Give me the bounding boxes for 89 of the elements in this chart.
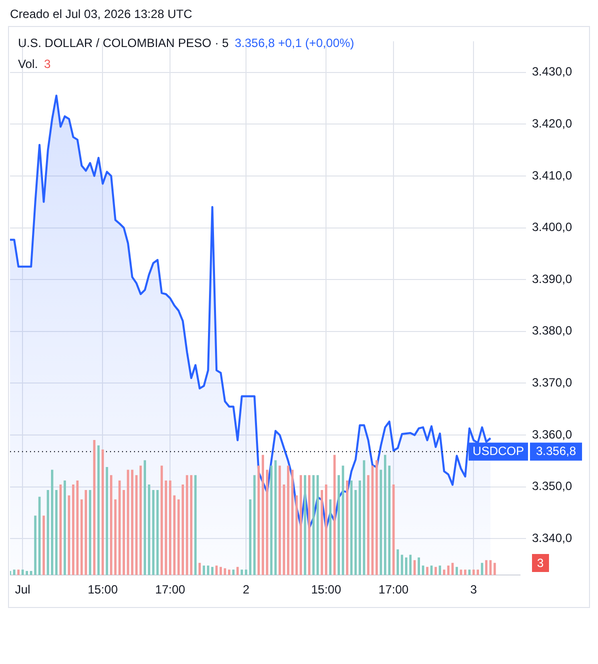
bar — [110, 475, 112, 575]
bar — [202, 566, 206, 575]
y-tick-label: 3.390,0 — [532, 272, 572, 286]
y-tick-label: 3.420,0 — [532, 116, 572, 130]
y-tick-label: 3.360,0 — [532, 427, 572, 442]
bar — [228, 570, 230, 575]
text: 3 — [532, 554, 549, 572]
bar — [494, 562, 496, 575]
bar — [42, 516, 45, 575]
bar — [26, 570, 28, 575]
bar — [485, 560, 488, 575]
chart-subtitle: 3.356,8 +0,1 (+0,00%) — [234, 36, 354, 50]
bar — [140, 466, 142, 575]
text: 3 — [44, 57, 51, 71]
bar — [262, 454, 264, 575]
bar — [249, 499, 252, 575]
bar — [148, 484, 150, 575]
series-label: USDCOP — [472, 444, 524, 458]
bar — [350, 480, 353, 575]
x-tick-label: 17:00 — [155, 582, 186, 597]
bar — [472, 570, 475, 575]
bar — [442, 570, 446, 575]
bar — [122, 490, 125, 575]
bar — [308, 475, 310, 575]
bar — [190, 475, 192, 575]
ref-line-label: 3.356,8 — [536, 444, 576, 458]
bar — [426, 566, 428, 575]
bar — [236, 566, 239, 575]
x-tick-label: Jul — [14, 582, 30, 597]
y-tick-label: 3.350,0 — [532, 479, 572, 494]
y-tick-label: 3.340,0 — [532, 531, 572, 546]
bar — [320, 490, 324, 575]
x-tick-label: 17:00 — [378, 582, 409, 597]
bar — [396, 549, 399, 575]
bar — [464, 570, 466, 575]
bar — [376, 460, 378, 575]
bar — [367, 475, 370, 575]
bar — [220, 566, 222, 575]
bar — [324, 484, 328, 575]
x-tick-label: 15:00 — [88, 582, 118, 597]
bar — [300, 475, 302, 575]
bar — [50, 470, 54, 575]
x-tick-label: 3 — [470, 582, 478, 597]
y-tick-label: 3.430,0 — [532, 64, 572, 79]
bar — [93, 440, 96, 575]
bar — [131, 470, 134, 575]
bar — [278, 466, 281, 575]
y-tick-label: 3.380,0 — [532, 324, 572, 338]
bar — [338, 475, 340, 575]
bar — [287, 466, 290, 575]
bar — [266, 470, 268, 575]
bar — [144, 460, 146, 575]
bar — [211, 566, 214, 575]
bar — [72, 484, 74, 575]
y-tick-label: 3.370,0 — [532, 376, 572, 390]
bar — [291, 470, 294, 575]
bar — [182, 484, 184, 575]
bar — [34, 516, 36, 575]
bar — [384, 454, 386, 575]
bar — [206, 566, 210, 575]
bar — [232, 570, 235, 575]
chart-title: U.S. DOLLAR / COLOMBIAN PESO · 5 — [18, 36, 229, 50]
bar — [270, 466, 272, 575]
x-tick-label: 2 — [242, 582, 250, 597]
text: Creado el Jul 03, 2026 13:28 UTC — [10, 7, 192, 21]
bar — [346, 480, 348, 575]
chart-title: Vol. — [18, 57, 38, 71]
bar — [13, 570, 16, 575]
bar — [405, 557, 408, 575]
bar — [476, 570, 480, 575]
bar — [456, 566, 458, 575]
bar — [102, 449, 104, 575]
bar — [160, 466, 163, 575]
bar — [64, 480, 66, 575]
bar — [84, 490, 88, 575]
bar — [316, 475, 319, 575]
bar — [434, 566, 437, 575]
bar — [413, 560, 416, 575]
bar — [21, 570, 24, 575]
bar — [169, 480, 172, 575]
y-tick-label: 3.410,0 — [532, 168, 572, 182]
bar — [240, 570, 243, 575]
bar — [358, 480, 361, 575]
bar — [198, 562, 201, 575]
x-tick-label: 15:00 — [311, 582, 342, 597]
bar — [418, 557, 420, 575]
bar — [447, 566, 450, 575]
bar — [329, 499, 332, 575]
y-tick-label: 3.400,0 — [532, 220, 572, 234]
